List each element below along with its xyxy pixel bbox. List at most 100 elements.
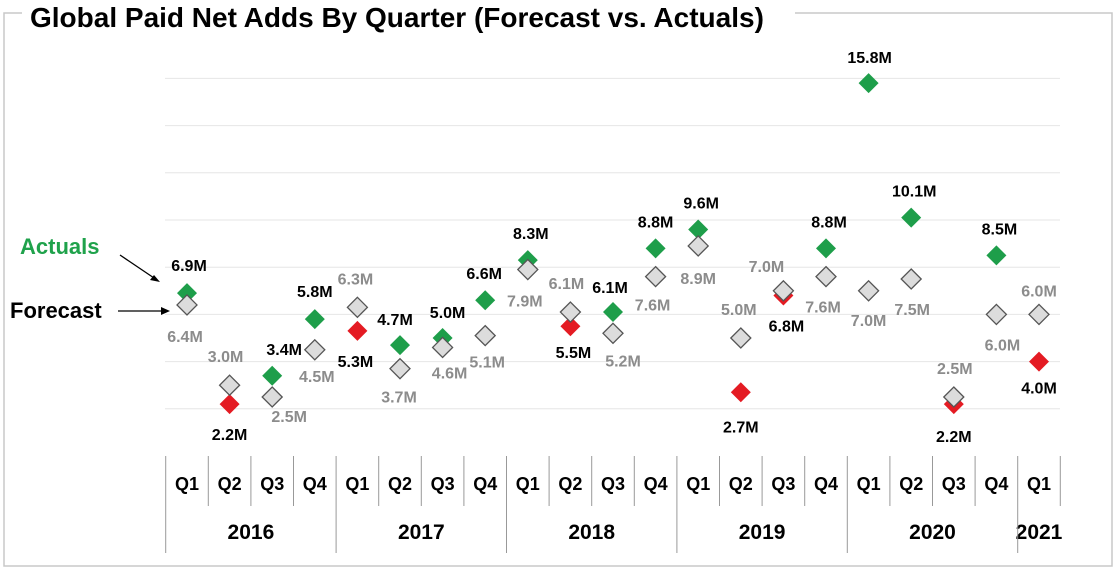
forecast-point (516, 258, 539, 281)
actual-data-label: 5.0M (430, 305, 466, 322)
actual-point (816, 238, 836, 259)
forecast-point (218, 374, 241, 397)
actual-point (262, 365, 283, 386)
x-tick-label: Q3 (260, 474, 284, 494)
forecast-point (772, 279, 795, 302)
forecast-point (687, 235, 710, 257)
forecast-data-label: 2.5M (271, 409, 307, 426)
x-tick-label: Q3 (942, 474, 966, 494)
actual-data-label: 6.9M (171, 258, 207, 275)
actual-data-label: 2.2M (936, 429, 972, 446)
x-tick-label: Q1 (175, 474, 199, 494)
actual-point (390, 335, 410, 356)
actual-point (858, 73, 879, 94)
actual-data-label: 8.8M (638, 214, 674, 231)
forecast-data-label: 3.7M (381, 390, 417, 407)
forecast-point (815, 265, 837, 288)
chart-border (3, 12, 1113, 567)
x-axis: Q1 Q2 Q3 Q4 2016 Q1 Q2 Q3 Q4 2017 Q1 Q2 Q3 Q4 2018 Q1 Q2… (165, 456, 1063, 553)
actual-point (177, 283, 197, 304)
forecast-point (176, 294, 198, 316)
forecast-data-label: 2.5M (937, 361, 973, 378)
actual-point (560, 316, 581, 337)
forecast-data-label: 5.1M (469, 355, 505, 372)
actual-point (475, 290, 496, 311)
x-tick-label: Q2 (218, 474, 242, 494)
forecast-point (942, 386, 965, 408)
x-tick-label: Q3 (601, 474, 625, 494)
forecast-data-label: 6.0M (985, 337, 1021, 354)
legend-forecast-arrow (118, 307, 170, 315)
x-tick-label: Q1 (857, 474, 881, 494)
forecast-data-label: 4.5M (299, 369, 335, 386)
forecast-data-label: 7.6M (805, 300, 841, 317)
actual-point (901, 207, 922, 228)
forecast-data-label: 6.4M (167, 329, 203, 346)
actual-point (304, 309, 325, 330)
forecast-data-label: 7.0M (749, 259, 785, 276)
legend-actuals-arrow (119, 254, 160, 282)
forecast-data-label: 5.2M (605, 353, 641, 370)
forecast-data-label: 4.6M (432, 365, 468, 382)
actual-data-label: 15.8M (847, 50, 891, 67)
actual-data-label: 6.8M (769, 319, 805, 336)
actual-data-label: 5.3M (338, 354, 374, 371)
forecast-point (729, 327, 752, 349)
x-tick-label: Q1 (516, 474, 540, 494)
actual-data-label: 3.4M (266, 342, 302, 359)
forecast-point (644, 265, 667, 288)
actual-data-label: 5.8M (297, 284, 333, 301)
forecast-data-label: 3.0M (208, 349, 244, 366)
forecast-point (857, 279, 880, 302)
forecast-data-label: 6.1M (549, 276, 585, 293)
x-tick-label: Q4 (814, 474, 838, 494)
data-labels: 6.9M 6.4M 2.2M 3.0M 3.4M 2.5M 5.8M 4.5M5.3M 6.3M… (167, 50, 1057, 446)
legend-actuals: Actuals (20, 234, 99, 259)
x-tick-label: Q1 (686, 474, 710, 494)
actual-point (219, 394, 240, 415)
actual-point (603, 302, 623, 323)
x-tick-label: Q4 (473, 474, 497, 494)
chart-title: Global Paid Net Adds By Quarter (Forecas… (30, 2, 764, 33)
forecast-data-label: 7.0M (851, 313, 887, 330)
x-tick-label: Q3 (431, 474, 455, 494)
forecast-data-label: 7.5M (894, 302, 930, 319)
x-tick-label: Q1 (1027, 474, 1051, 494)
actual-data-label: 9.6M (683, 195, 719, 212)
x-year-label: 2020 (909, 521, 956, 544)
forecast-point (474, 324, 497, 347)
forecast-data-label: 7.9M (507, 294, 543, 311)
x-tick-label: Q2 (899, 474, 923, 494)
x-year-label: 2016 (228, 521, 275, 544)
x-tick-label: Q2 (558, 474, 582, 494)
x-year-label: 2018 (568, 521, 615, 544)
forecast-point (559, 301, 582, 323)
actual-data-label: 10.1M (892, 184, 936, 201)
actual-data-label: 4.7M (377, 312, 413, 329)
forecast-point (261, 386, 284, 408)
forecast-point (431, 336, 454, 359)
actual-point (986, 245, 1007, 266)
actual-point (1029, 351, 1049, 372)
forecast-point (900, 268, 923, 290)
legend-forecast: Forecast (10, 298, 102, 323)
actual-data-label: 4.0M (1021, 381, 1057, 398)
actual-data-label: 2.7M (723, 419, 759, 436)
x-tick-label: Q3 (771, 474, 795, 494)
actual-point (730, 382, 751, 403)
actual-data-label: 8.5M (982, 221, 1018, 238)
forecast-point (602, 322, 624, 345)
x-tick-label: Q2 (729, 474, 753, 494)
x-year-label: 2021 (1016, 521, 1063, 544)
forecast-point (985, 303, 1008, 326)
x-year-label: 2017 (398, 521, 445, 544)
x-tick-label: Q1 (345, 474, 369, 494)
x-tick-label: Q4 (984, 474, 1008, 494)
x-tick-label: Q4 (303, 474, 327, 494)
forecast-data-label: 6.3M (338, 271, 374, 288)
x-tick-label: Q2 (388, 474, 412, 494)
actual-data-label: 5.5M (556, 345, 592, 362)
x-year-label: 2019 (739, 521, 786, 544)
forecast-point (346, 296, 369, 319)
